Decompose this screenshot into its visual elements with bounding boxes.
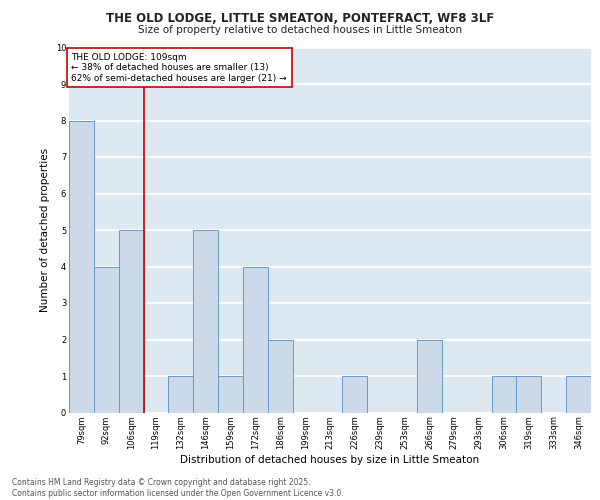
Bar <box>243 266 268 412</box>
Bar <box>566 376 591 412</box>
Bar <box>69 120 94 412</box>
Bar <box>343 376 367 412</box>
X-axis label: Distribution of detached houses by size in Little Smeaton: Distribution of detached houses by size … <box>181 455 479 465</box>
Bar <box>169 376 193 412</box>
Bar <box>94 266 119 412</box>
Bar <box>517 376 541 412</box>
Bar <box>417 340 442 412</box>
Text: Contains HM Land Registry data © Crown copyright and database right 2025.
Contai: Contains HM Land Registry data © Crown c… <box>12 478 344 498</box>
Y-axis label: Number of detached properties: Number of detached properties <box>40 148 50 312</box>
Bar <box>491 376 517 412</box>
Bar <box>218 376 243 412</box>
Text: Size of property relative to detached houses in Little Smeaton: Size of property relative to detached ho… <box>138 25 462 35</box>
Bar <box>193 230 218 412</box>
Text: THE OLD LODGE, LITTLE SMEATON, PONTEFRACT, WF8 3LF: THE OLD LODGE, LITTLE SMEATON, PONTEFRAC… <box>106 12 494 26</box>
Bar <box>119 230 143 412</box>
Bar <box>268 340 293 412</box>
Text: THE OLD LODGE: 109sqm
← 38% of detached houses are smaller (13)
62% of semi-deta: THE OLD LODGE: 109sqm ← 38% of detached … <box>71 53 287 83</box>
